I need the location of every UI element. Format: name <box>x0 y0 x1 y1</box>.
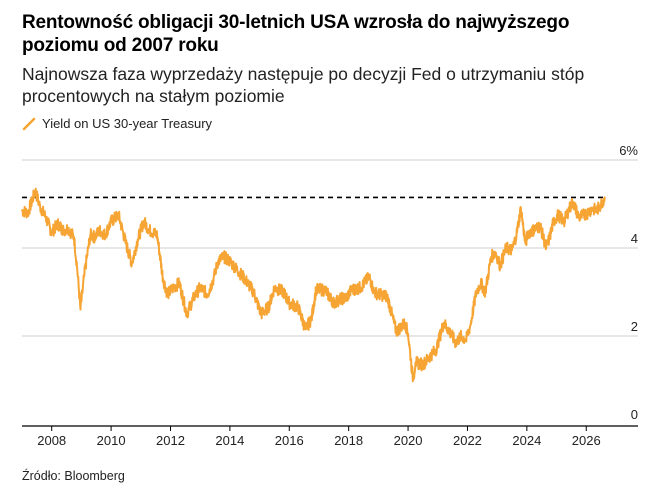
x-tick-label: 2008 <box>37 433 66 448</box>
legend: Yield on US 30-year Treasury <box>22 116 212 131</box>
x-tick-label: 2018 <box>334 433 363 448</box>
chart-subtitle: Najnowsza faza wyprzedaży następuje po d… <box>22 64 585 106</box>
y-tick-label: 2 <box>631 319 638 334</box>
legend-label: Yield on US 30-year Treasury <box>42 116 213 131</box>
x-tick-label: 2026 <box>572 433 601 448</box>
chart-title: Rentowność obligacji 30-letnich USA wzro… <box>22 12 570 56</box>
y-tick-label: 4 <box>631 231 638 246</box>
source-note: Źródło: Bloomberg <box>22 469 125 483</box>
legend-swatch <box>22 117 36 130</box>
x-tick-label: 2010 <box>97 433 126 448</box>
x-tick-label: 2012 <box>156 433 185 448</box>
x-tick-label: 2020 <box>394 433 423 448</box>
x-tick-label: 2024 <box>512 433 541 448</box>
x-tick-label: 2022 <box>453 433 482 448</box>
x-tick-label: 2016 <box>275 433 304 448</box>
x-tick-label: 2014 <box>215 433 244 448</box>
y-tick-label: 6% <box>619 143 638 158</box>
y-tick-label: 0 <box>631 407 638 422</box>
series-line-0 <box>21 187 606 383</box>
